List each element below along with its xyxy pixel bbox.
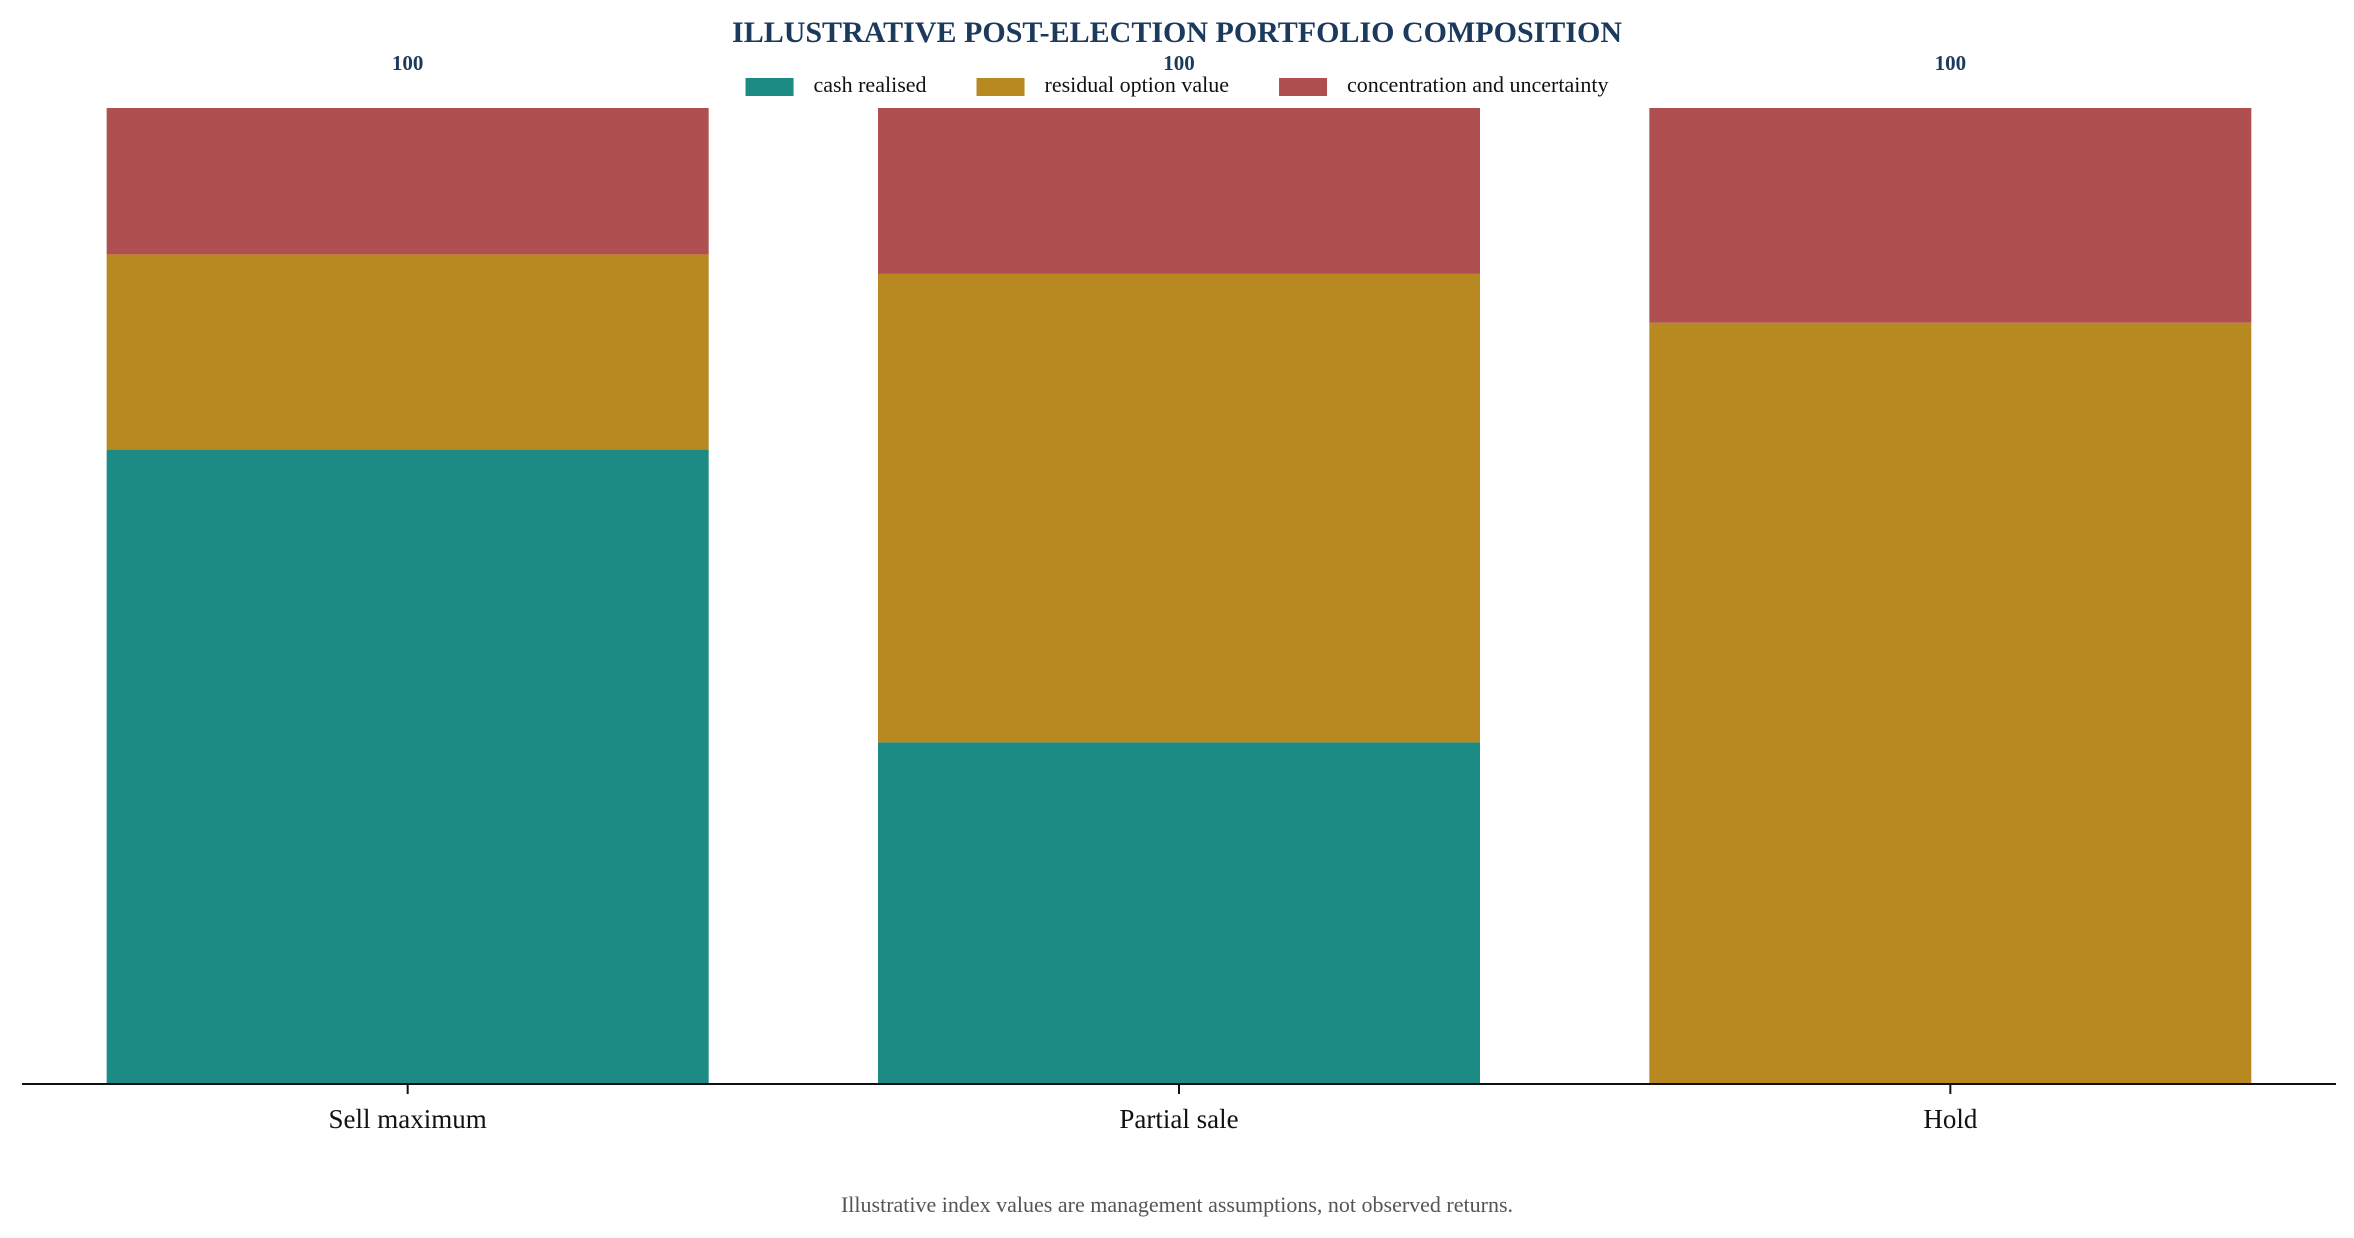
legend-item: residual option value: [976, 72, 1230, 97]
bar-total-label: 100: [1935, 51, 1967, 75]
bars-group: [106, 108, 2252, 1085]
x-tick-label: Hold: [1923, 1104, 1978, 1134]
footnote: Illustrative index values are management…: [841, 1192, 1513, 1217]
x-tick-label: Partial sale: [1119, 1104, 1238, 1134]
bar-segment-1-0: [878, 742, 1480, 1084]
bar-segment-1-1: [878, 273, 1480, 743]
bar-segment-2-1: [1649, 322, 2252, 1085]
legend-label: residual option value: [1045, 72, 1230, 97]
legend-label: concentration and uncertainty: [1347, 72, 1608, 97]
bar-totals: 100 100 100: [392, 51, 1966, 75]
bar-segment-2-2: [1649, 108, 2252, 323]
legend-swatch: [1279, 78, 1328, 96]
legend-item: cash realised: [745, 72, 927, 97]
legend-swatch: [745, 78, 794, 96]
legend: cash realised residual option value concen…: [745, 72, 1608, 97]
bar-total-label: 100: [1163, 51, 1195, 75]
bar-segment-0-0: [106, 449, 709, 1085]
bar-segment-0-2: [106, 108, 709, 255]
x-tick-label: Sell maximum: [329, 1104, 487, 1134]
bar-total-label: 100: [392, 51, 424, 75]
bar-segment-0-1: [106, 254, 709, 450]
legend-label: cash realised: [814, 72, 927, 97]
x-ticks: Sell maximum Partial sale Hold: [329, 1084, 1978, 1134]
bar-segment-1-2: [878, 108, 1480, 274]
chart-title: ILLUSTRATIVE POST-ELECTION PORTFOLIO COM…: [732, 16, 1622, 49]
legend-item: concentration and uncertainty: [1279, 72, 1608, 97]
legend-swatch: [976, 78, 1025, 96]
